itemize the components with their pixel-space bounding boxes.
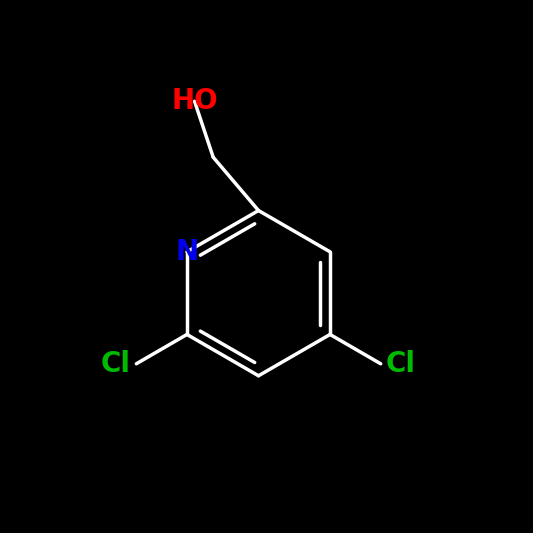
Text: HO: HO	[171, 87, 218, 115]
Text: Cl: Cl	[101, 350, 131, 378]
Text: N: N	[175, 238, 198, 266]
Text: Cl: Cl	[386, 350, 416, 378]
